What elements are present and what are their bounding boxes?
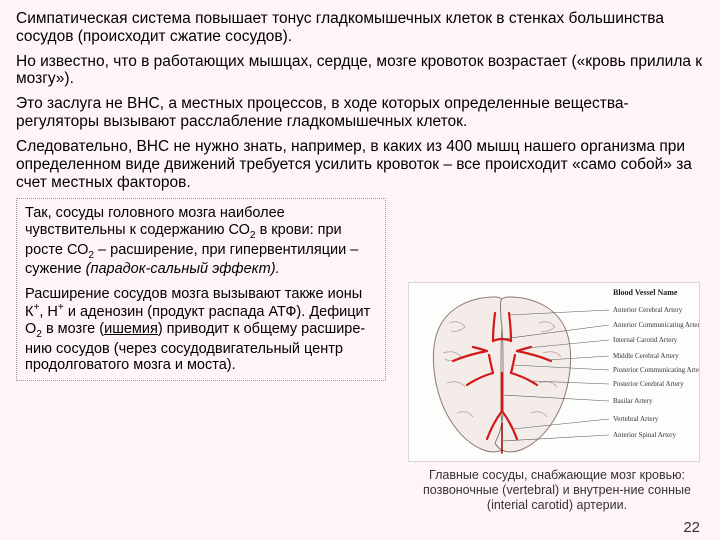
box-para-1: Так, сосуды головного мозга наиболее чув… — [25, 205, 377, 277]
artery-label: Basilar Artery — [613, 397, 653, 405]
paragraph-2: Но известно, что в работающих мышцах, се… — [16, 53, 704, 89]
artery-label: Posterior Communicating Artery — [613, 366, 700, 374]
paragraph-3: Это заслуга не ВНС, а местных процессов,… — [16, 95, 704, 131]
figure-title: Blood Vessel Name — [613, 288, 678, 297]
artery-label: Internal Carotid Artery — [613, 336, 678, 344]
artery-label: Anterior Spinal Artery — [613, 431, 676, 439]
artery-label: Anterior Cerebral Artery — [613, 306, 683, 314]
paragraph-4: Следовательно, ВНС не нужно знать, напри… — [16, 138, 704, 191]
box-text: Так, сосуды головного мозга наиболее чув… — [25, 205, 285, 238]
info-box: Так, сосуды головного мозга наиболее чув… — [16, 198, 386, 381]
box-italic: (парадок-сальный эффект). — [86, 261, 280, 277]
artery-label: Vertebral Artery — [613, 415, 659, 423]
brain-diagram: Blood Vessel Name Anterior Cerebral Arte… — [408, 282, 700, 462]
figure-wrap: Blood Vessel Name Anterior Cerebral Arte… — [408, 282, 706, 512]
figure-caption: Главные сосуды, снабжающие мозг кровью: … — [408, 468, 706, 512]
brain-outline — [495, 297, 571, 452]
box-para-2: Расширение сосудов мозга вызывают также … — [25, 286, 377, 374]
artery-label: Anterior Communicating Artery — [613, 321, 700, 329]
box-underline: ишемия — [104, 321, 158, 337]
box-text: в мозге ( — [42, 321, 104, 337]
paragraph-1: Симпатическая система повышает тонус гла… — [16, 10, 704, 46]
page-number: 22 — [683, 519, 700, 536]
artery-label: Middle Cerebral Artery — [613, 352, 679, 360]
brain-outline — [433, 297, 509, 452]
artery-label: Posterior Cerebral Artery — [613, 380, 684, 388]
box-text: , Н — [39, 304, 58, 320]
